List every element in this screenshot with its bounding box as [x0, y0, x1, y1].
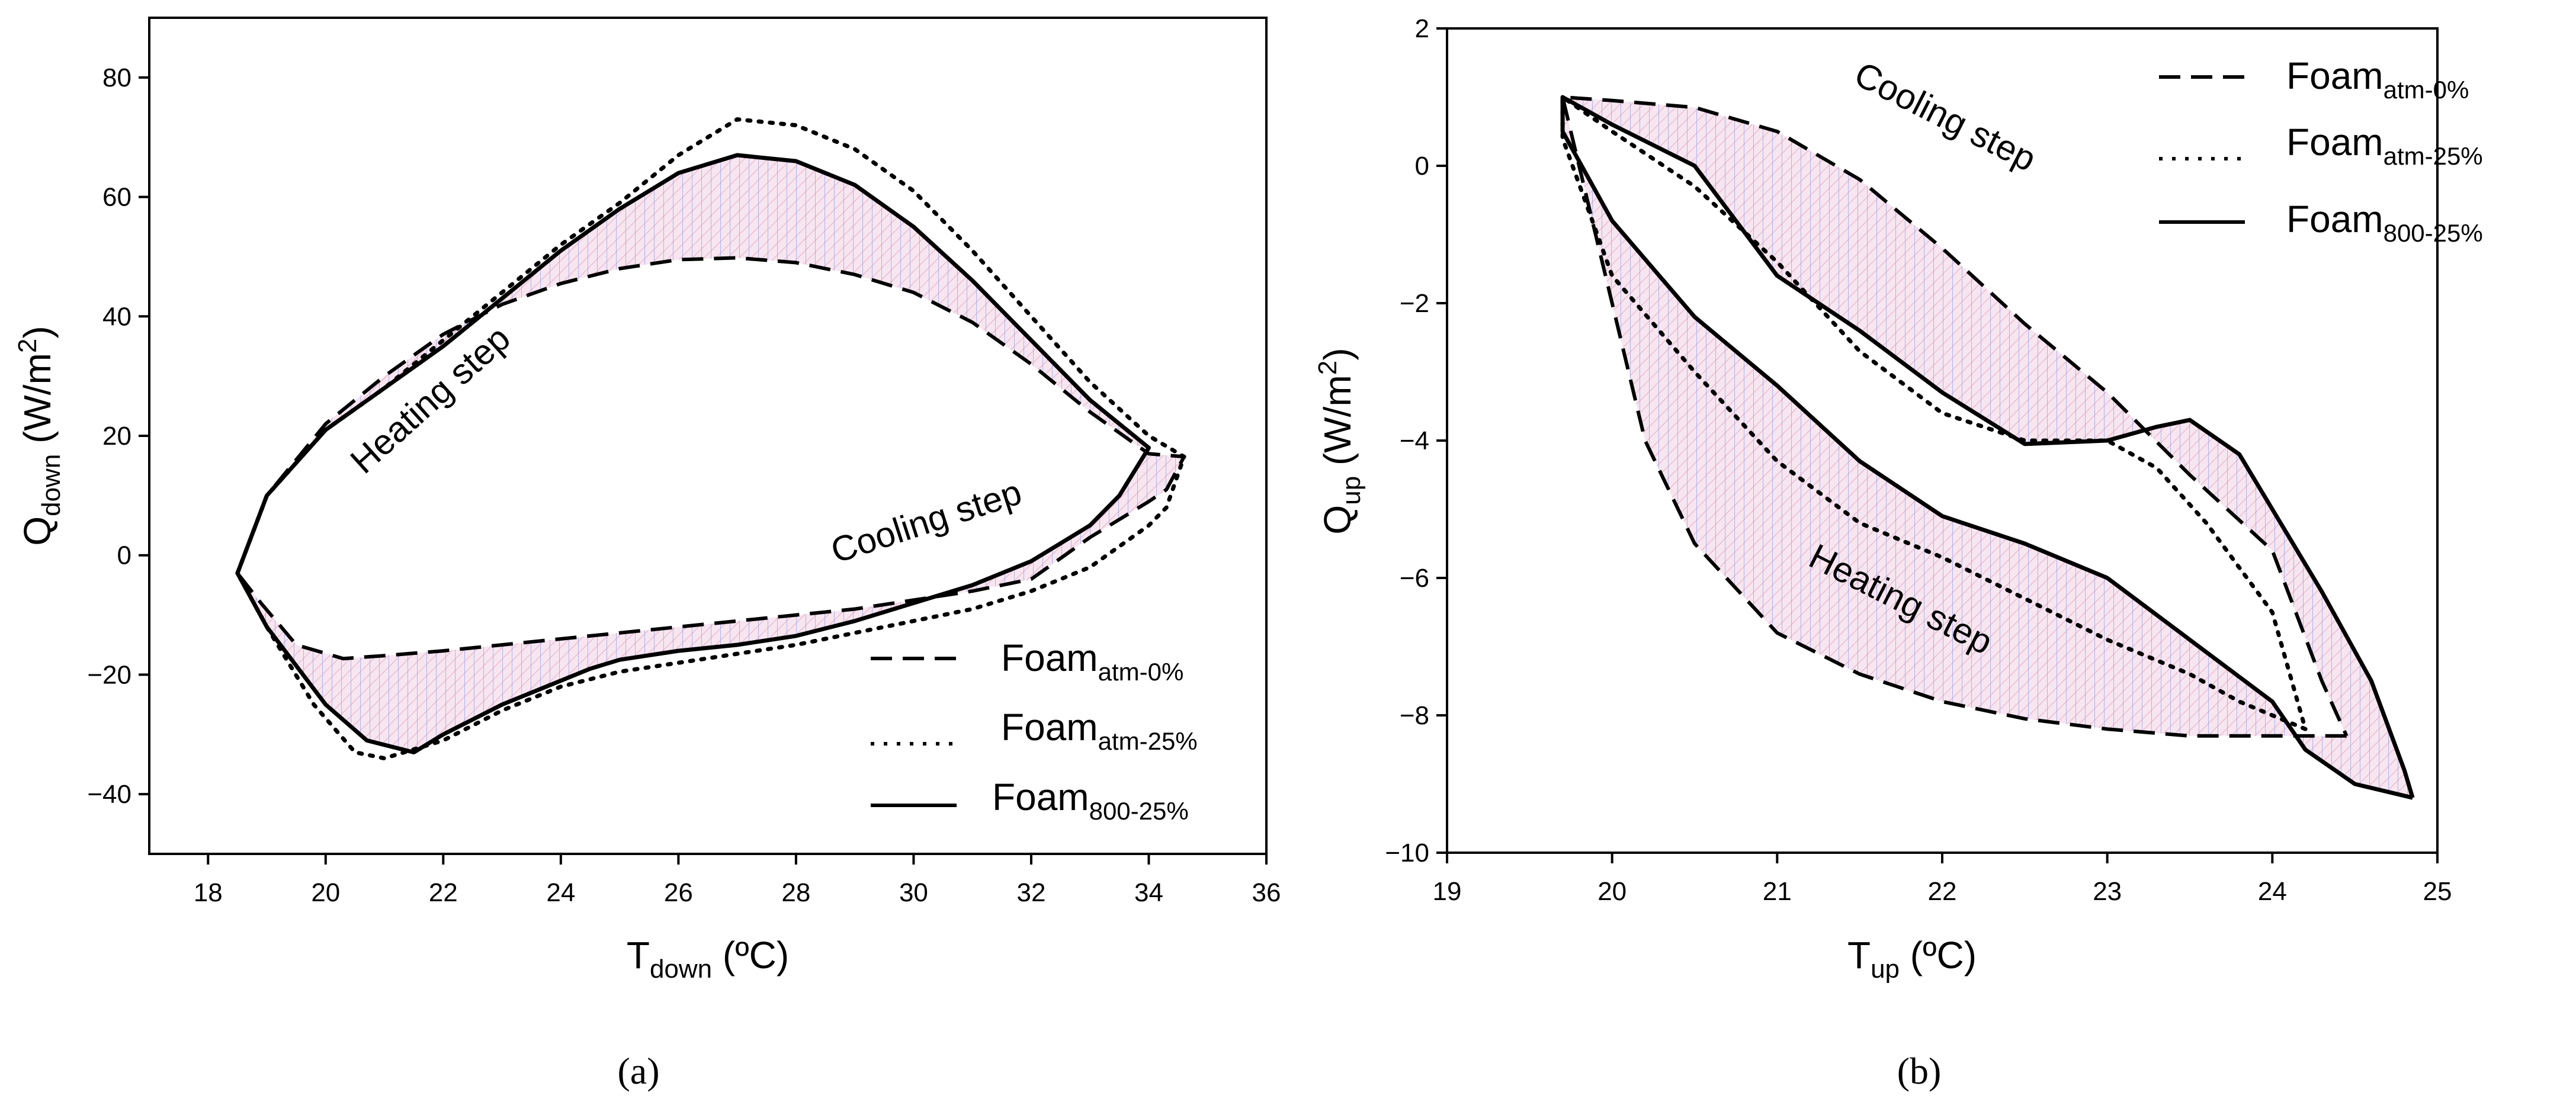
- panel-a-x-axis-label: Tdown (ºC): [627, 934, 789, 984]
- a-x-tick-label: 26: [664, 878, 693, 907]
- legend-label-atm-25: Foamatm-25%: [2286, 121, 2483, 170]
- legend-label-800-25: Foam800-25%: [992, 776, 1189, 825]
- panel-b-x-ticks: 19 20 21 22 23 24 25: [1433, 853, 2452, 906]
- a-y-tick-label: −40: [87, 780, 131, 809]
- legend-label-atm-0: Foamatm-0%: [1001, 637, 1183, 686]
- panel-a-series: [235, 117, 1186, 761]
- a-y-tick-label: 60: [102, 183, 131, 212]
- a-x-tick-label: 34: [1134, 878, 1163, 907]
- a-y-tick-label: 80: [102, 63, 131, 92]
- panel-a-y-axis-label: Qdown (W/m2): [13, 326, 66, 545]
- b-x-tick-label: 22: [1928, 877, 1957, 906]
- panel-a-x-ticks: 18 20 22 24 26 28 30 32 34 36: [194, 854, 1281, 907]
- a-x-tick-label: 28: [781, 878, 810, 907]
- panel-a-annotation-cooling: Cooling step: [826, 472, 1026, 571]
- panel-b-caption: (b): [1897, 1050, 1942, 1092]
- panel-b-series: [1560, 95, 2415, 800]
- a-x-tick-label: 30: [899, 878, 928, 907]
- b-x-tick-label: 21: [1763, 877, 1792, 906]
- panel-a-y-ticks: −40 −20 0 20 40 60 80: [87, 63, 149, 809]
- panel-a-hatch-fill: [237, 155, 1184, 753]
- b-series-atm-25%: [1560, 95, 2308, 731]
- b-y-tick-label: −2: [1400, 289, 1429, 318]
- legend-label-800-25: Foam800-25%: [2286, 198, 2483, 247]
- a-x-tick-label: 22: [429, 878, 458, 907]
- panel-b-legend: Foamatm-0% Foamatm-25% Foam800-25%: [2159, 54, 2483, 247]
- a-y-tick-label: 20: [102, 422, 131, 451]
- a-series-atm-25%: [235, 117, 1186, 761]
- a-x-tick-label: 36: [1252, 878, 1281, 907]
- a-x-tick-label: 32: [1016, 878, 1045, 907]
- a-y-tick-label: 40: [102, 302, 131, 331]
- b-y-tick-label: −8: [1400, 701, 1429, 730]
- b-y-tick-label: −10: [1385, 838, 1429, 868]
- panel-a-caption: (a): [617, 1050, 659, 1092]
- a-series-atm-0%: [236, 256, 1186, 661]
- b-y-tick-label: −6: [1400, 564, 1429, 593]
- b-y-tick-label: 0: [1415, 152, 1429, 181]
- b-x-tick-label: 19: [1433, 877, 1462, 906]
- b-x-tick-label: 20: [1597, 877, 1627, 906]
- legend-label-atm-25: Foamatm-25%: [1001, 706, 1198, 755]
- panel-b-y-ticks: −10 −8 −6 −4 −2 0 2: [1385, 14, 1447, 868]
- panel-a-legend: Foamatm-0% Foamatm-25% Foam800-25%: [871, 637, 1198, 825]
- panel-b-annotation-cooling: Cooling step: [1849, 54, 2043, 179]
- b-y-tick-label: −4: [1400, 426, 1429, 455]
- panel-a: 18 20 22 24 26 28 30 32 34 36 −40 −20 0 20 40 60 80 Tdo…: [13, 17, 1281, 1092]
- a-hatch-blue: [237, 155, 1184, 753]
- b-y-tick-label: 2: [1415, 14, 1429, 43]
- b-x-tick-label: 23: [2093, 877, 2122, 906]
- legend-label-atm-0: Foamatm-0%: [2286, 54, 2469, 104]
- b-x-tick-label: 24: [2258, 877, 2287, 906]
- panel-b-y-axis-label: Qup (W/m2): [1313, 348, 1366, 534]
- b-x-tick-label: 25: [2423, 877, 2452, 906]
- panel-b-x-axis-label: Tup (ºC): [1847, 934, 1977, 984]
- a-y-tick-label: −20: [87, 660, 131, 689]
- a-x-tick-label: 24: [546, 878, 575, 907]
- a-y-tick-label: 0: [117, 541, 131, 570]
- panel-b: 19 20 21 22 23 24 25 −10 −8 −6 −4 −2 0 2 Tup (ºC) Qu…: [1313, 14, 2483, 1092]
- a-x-tick-label: 20: [311, 878, 340, 907]
- panel-b-hatch-fill: [1563, 97, 2413, 798]
- b-series-atm-0%: [1561, 95, 2349, 738]
- b-series-800-25%: [1560, 95, 2415, 800]
- b-hatch-blue: [1563, 97, 2413, 798]
- a-series-800-25%: [235, 153, 1151, 754]
- a-x-tick-label: 18: [194, 878, 223, 907]
